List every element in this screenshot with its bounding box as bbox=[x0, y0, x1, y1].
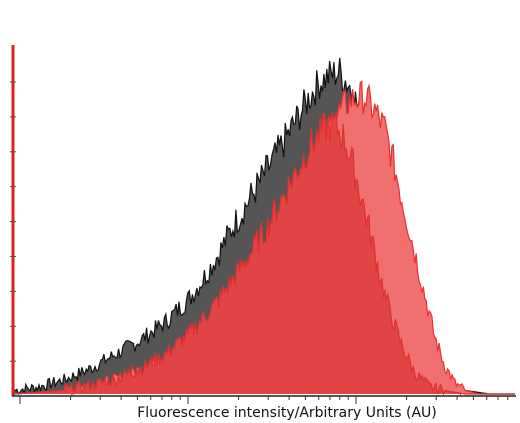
x-axis-label: Fluorescence intensity/Arbitrary Units (… bbox=[137, 405, 437, 421]
axes bbox=[10, 45, 516, 404]
series-2-area bbox=[14, 112, 515, 395]
series-2-line bbox=[13, 112, 515, 396]
series-layer bbox=[13, 57, 515, 397]
